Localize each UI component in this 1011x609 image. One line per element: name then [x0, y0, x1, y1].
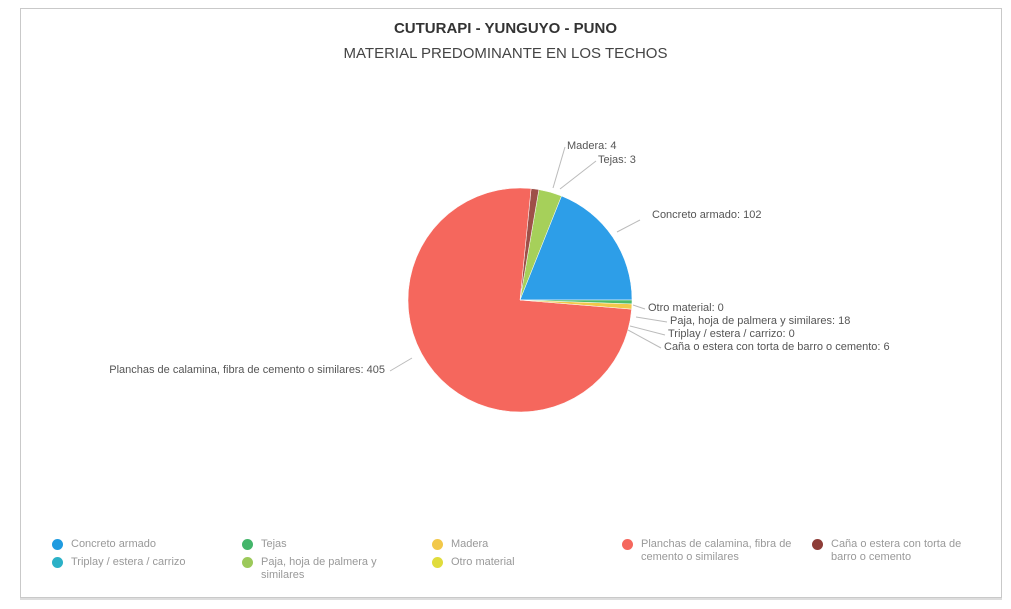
pie-slice-6[interactable]	[407, 187, 632, 413]
legend-item-1[interactable]: Concreto armado	[52, 538, 202, 551]
label-connector-3	[635, 316, 668, 323]
legend-item-4[interactable]: Paja, hoja de palmera y similares	[242, 556, 392, 582]
pie-legend-icon	[52, 557, 63, 568]
label-connector-8	[559, 160, 597, 190]
pie-legend-icon	[812, 539, 823, 550]
pie-slice-1[interactable]	[519, 195, 633, 301]
legend-item-6[interactable]: Otro material	[432, 556, 582, 569]
pie-legend-icon	[432, 539, 443, 550]
label-connector-7	[552, 146, 566, 189]
chart-subtitle: MATERIAL PREDOMINANTE EN LOS TECHOS	[343, 45, 668, 62]
legend-item-8[interactable]: Caña o estera con torta de barro o cemen…	[812, 538, 982, 564]
pie-data-label-4: Triplay / estera / carrizo: 0	[668, 328, 795, 340]
chart-title: CUTURAPI - YUNGUYO - PUNO	[393, 20, 618, 37]
legend-label: Caña o estera con torta de barro o cemen…	[831, 538, 962, 563]
legend-label: Planchas de calamina, fibra de cemento o…	[641, 538, 792, 563]
pie-data-label-5: Caña o estera con torta de barro o cemen…	[664, 341, 890, 353]
pie-slice-8[interactable]	[519, 299, 633, 305]
pie-legend-icon	[622, 539, 633, 550]
legend-label: Triplay / estera / carrizo	[71, 556, 186, 568]
pie-legend-icon	[432, 557, 443, 568]
pie-legend-icon	[242, 557, 253, 568]
label-connector-1	[616, 219, 641, 233]
bottom-divider	[20, 598, 1002, 600]
pie-data-label-7: Madera: 4	[567, 140, 617, 152]
legend-item-3[interactable]: Tejas	[242, 538, 392, 551]
legend-label: Concreto armado	[71, 538, 156, 550]
pie-legend-icon	[52, 539, 63, 550]
label-connector-2	[632, 304, 646, 310]
label-connector-6	[389, 357, 413, 372]
legend-item-5[interactable]: Madera	[432, 538, 582, 551]
pie-data-label-6: Planchas de calamina, fibra de cemento o…	[109, 364, 385, 376]
pie-data-label-1: Concreto armado: 102	[652, 209, 761, 221]
pie-data-label-2: Otro material: 0	[648, 302, 724, 314]
pie-data-label-3: Paja, hoja de palmera y similares: 18	[670, 315, 850, 327]
label-connector-5	[627, 329, 662, 349]
legend-label: Tejas	[261, 538, 287, 550]
pie-data-label-8: Tejas: 3	[598, 154, 636, 166]
legend-item-7[interactable]: Planchas de calamina, fibra de cemento o…	[622, 538, 792, 564]
pie-legend-icon	[242, 539, 253, 550]
legend-item-2[interactable]: Triplay / estera / carrizo	[52, 556, 202, 569]
label-connector-4	[629, 325, 666, 336]
legend-label: Paja, hoja de palmera y similares	[261, 556, 377, 581]
legend-label: Otro material	[451, 556, 515, 568]
legend-label: Madera	[451, 538, 489, 550]
